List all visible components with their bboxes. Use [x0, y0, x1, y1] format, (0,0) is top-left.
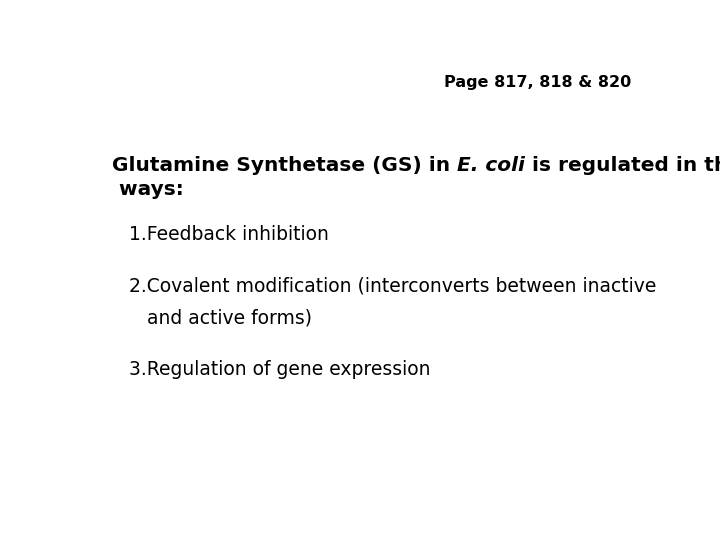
Text: and active forms): and active forms)	[129, 308, 312, 327]
Text: 1.Feedback inhibition: 1.Feedback inhibition	[129, 225, 329, 244]
Text: 2.Covalent modification (interconverts between inactive: 2.Covalent modification (interconverts b…	[129, 277, 657, 296]
Text: Glutamine Synthetase (GS) in: Glutamine Synthetase (GS) in	[112, 156, 457, 176]
Text: Page 817, 818 & 820: Page 817, 818 & 820	[444, 75, 631, 90]
Text: ways:: ways:	[112, 180, 184, 199]
Text: is regulated in three: is regulated in three	[526, 156, 720, 176]
Text: 3.Regulation of gene expression: 3.Regulation of gene expression	[129, 360, 431, 379]
Text: E. coli: E. coli	[457, 156, 526, 176]
